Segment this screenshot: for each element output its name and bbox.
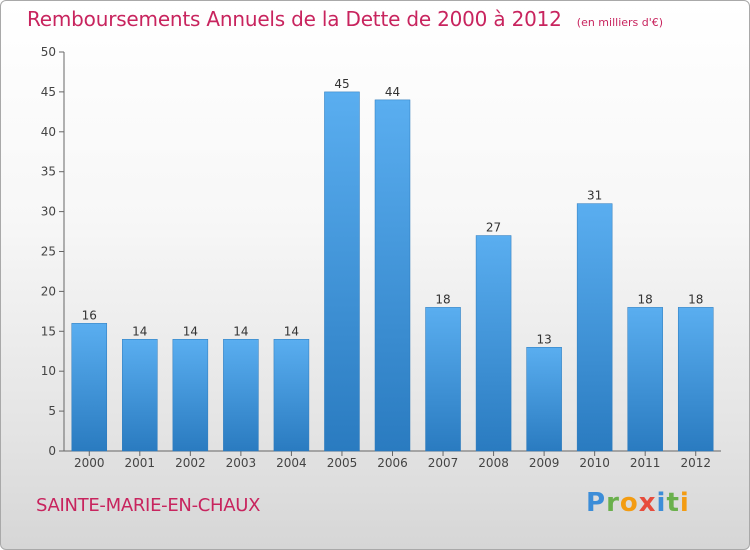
y-tick-label: 45	[41, 85, 56, 99]
bars: 16 14 14 14 14 45 44 18 27 13 31 18 18	[71, 77, 714, 452]
bar-value-label: 14	[284, 324, 299, 338]
bar	[223, 339, 259, 452]
x-tick-label: 2009	[529, 456, 560, 470]
x-tick-label: 2005	[327, 456, 358, 470]
bar-value-label: 16	[82, 308, 97, 322]
bar	[374, 99, 411, 452]
brand-letter: i	[656, 488, 667, 518]
town-name: SAINTE-MARIE-EN-CHAUX	[36, 495, 261, 516]
x-axis: 2000 2001 2002 2003 2004 2005 2006 2007 2008 2009…	[64, 450, 721, 470]
x-tick-label: 2000	[74, 456, 105, 470]
y-tick-label: 0	[48, 444, 56, 458]
brand-letter: r	[606, 488, 620, 518]
bar-value-label: 18	[435, 292, 450, 306]
y-tick-label: 5	[48, 404, 56, 418]
bar-value-label: 27	[486, 221, 501, 235]
brand-letter: x	[638, 488, 657, 518]
y-tick-label: 15	[41, 324, 56, 338]
y-tick-label: 20	[41, 284, 56, 298]
unit-note: (en milliers d'€)	[576, 16, 664, 29]
bar-value-label: 45	[334, 77, 349, 91]
brand-letter: i	[679, 488, 690, 518]
bar-value-label: 14	[233, 324, 248, 338]
bar	[576, 203, 613, 452]
bar-value-label: 18	[638, 292, 653, 306]
x-tick-label: 2012	[680, 456, 711, 470]
brand-letter: t	[666, 488, 680, 518]
x-tick-label: 2008	[478, 456, 509, 470]
bar-value-label: 44	[385, 85, 400, 99]
bar	[324, 91, 360, 452]
brand-logo: Proxiti	[586, 488, 690, 518]
bar	[122, 339, 158, 452]
bar-value-label: 14	[132, 324, 147, 338]
x-tick-label: 2007	[428, 456, 459, 470]
bar	[475, 235, 512, 452]
bar	[425, 307, 461, 452]
x-tick-label: 2003	[226, 456, 257, 470]
brand-letter: P	[586, 488, 607, 518]
y-tick-label: 35	[41, 165, 56, 179]
x-tick-label: 2011	[630, 456, 661, 470]
bar	[71, 323, 108, 452]
bar-value-label: 31	[587, 189, 602, 203]
bar-value-label: 14	[183, 324, 198, 338]
y-axis: 0 5 10 15 20 25 30 35 40 45 50	[41, 45, 65, 458]
x-tick-label: 2006	[377, 456, 408, 470]
bar-value-label: 18	[688, 292, 703, 306]
bar	[273, 339, 310, 452]
bar	[627, 307, 663, 452]
x-tick-label: 2010	[579, 456, 610, 470]
bar-value-label: 13	[536, 332, 551, 346]
bar	[526, 347, 562, 452]
bar	[677, 307, 714, 452]
x-tick-label: 2001	[125, 456, 156, 470]
title-row: Remboursements Annuels de la Dette de 20…	[27, 7, 663, 31]
x-tick-label: 2002	[175, 456, 206, 470]
y-tick-label: 30	[41, 205, 56, 219]
chart-title: Remboursements Annuels de la Dette de 20…	[27, 7, 562, 31]
y-tick-label: 25	[41, 245, 56, 259]
y-tick-label: 50	[41, 45, 56, 59]
bar	[172, 339, 209, 452]
y-tick-label: 40	[41, 125, 56, 139]
brand-letter: o	[619, 488, 639, 518]
x-tick-label: 2004	[276, 456, 307, 470]
y-tick-label: 10	[41, 364, 56, 378]
